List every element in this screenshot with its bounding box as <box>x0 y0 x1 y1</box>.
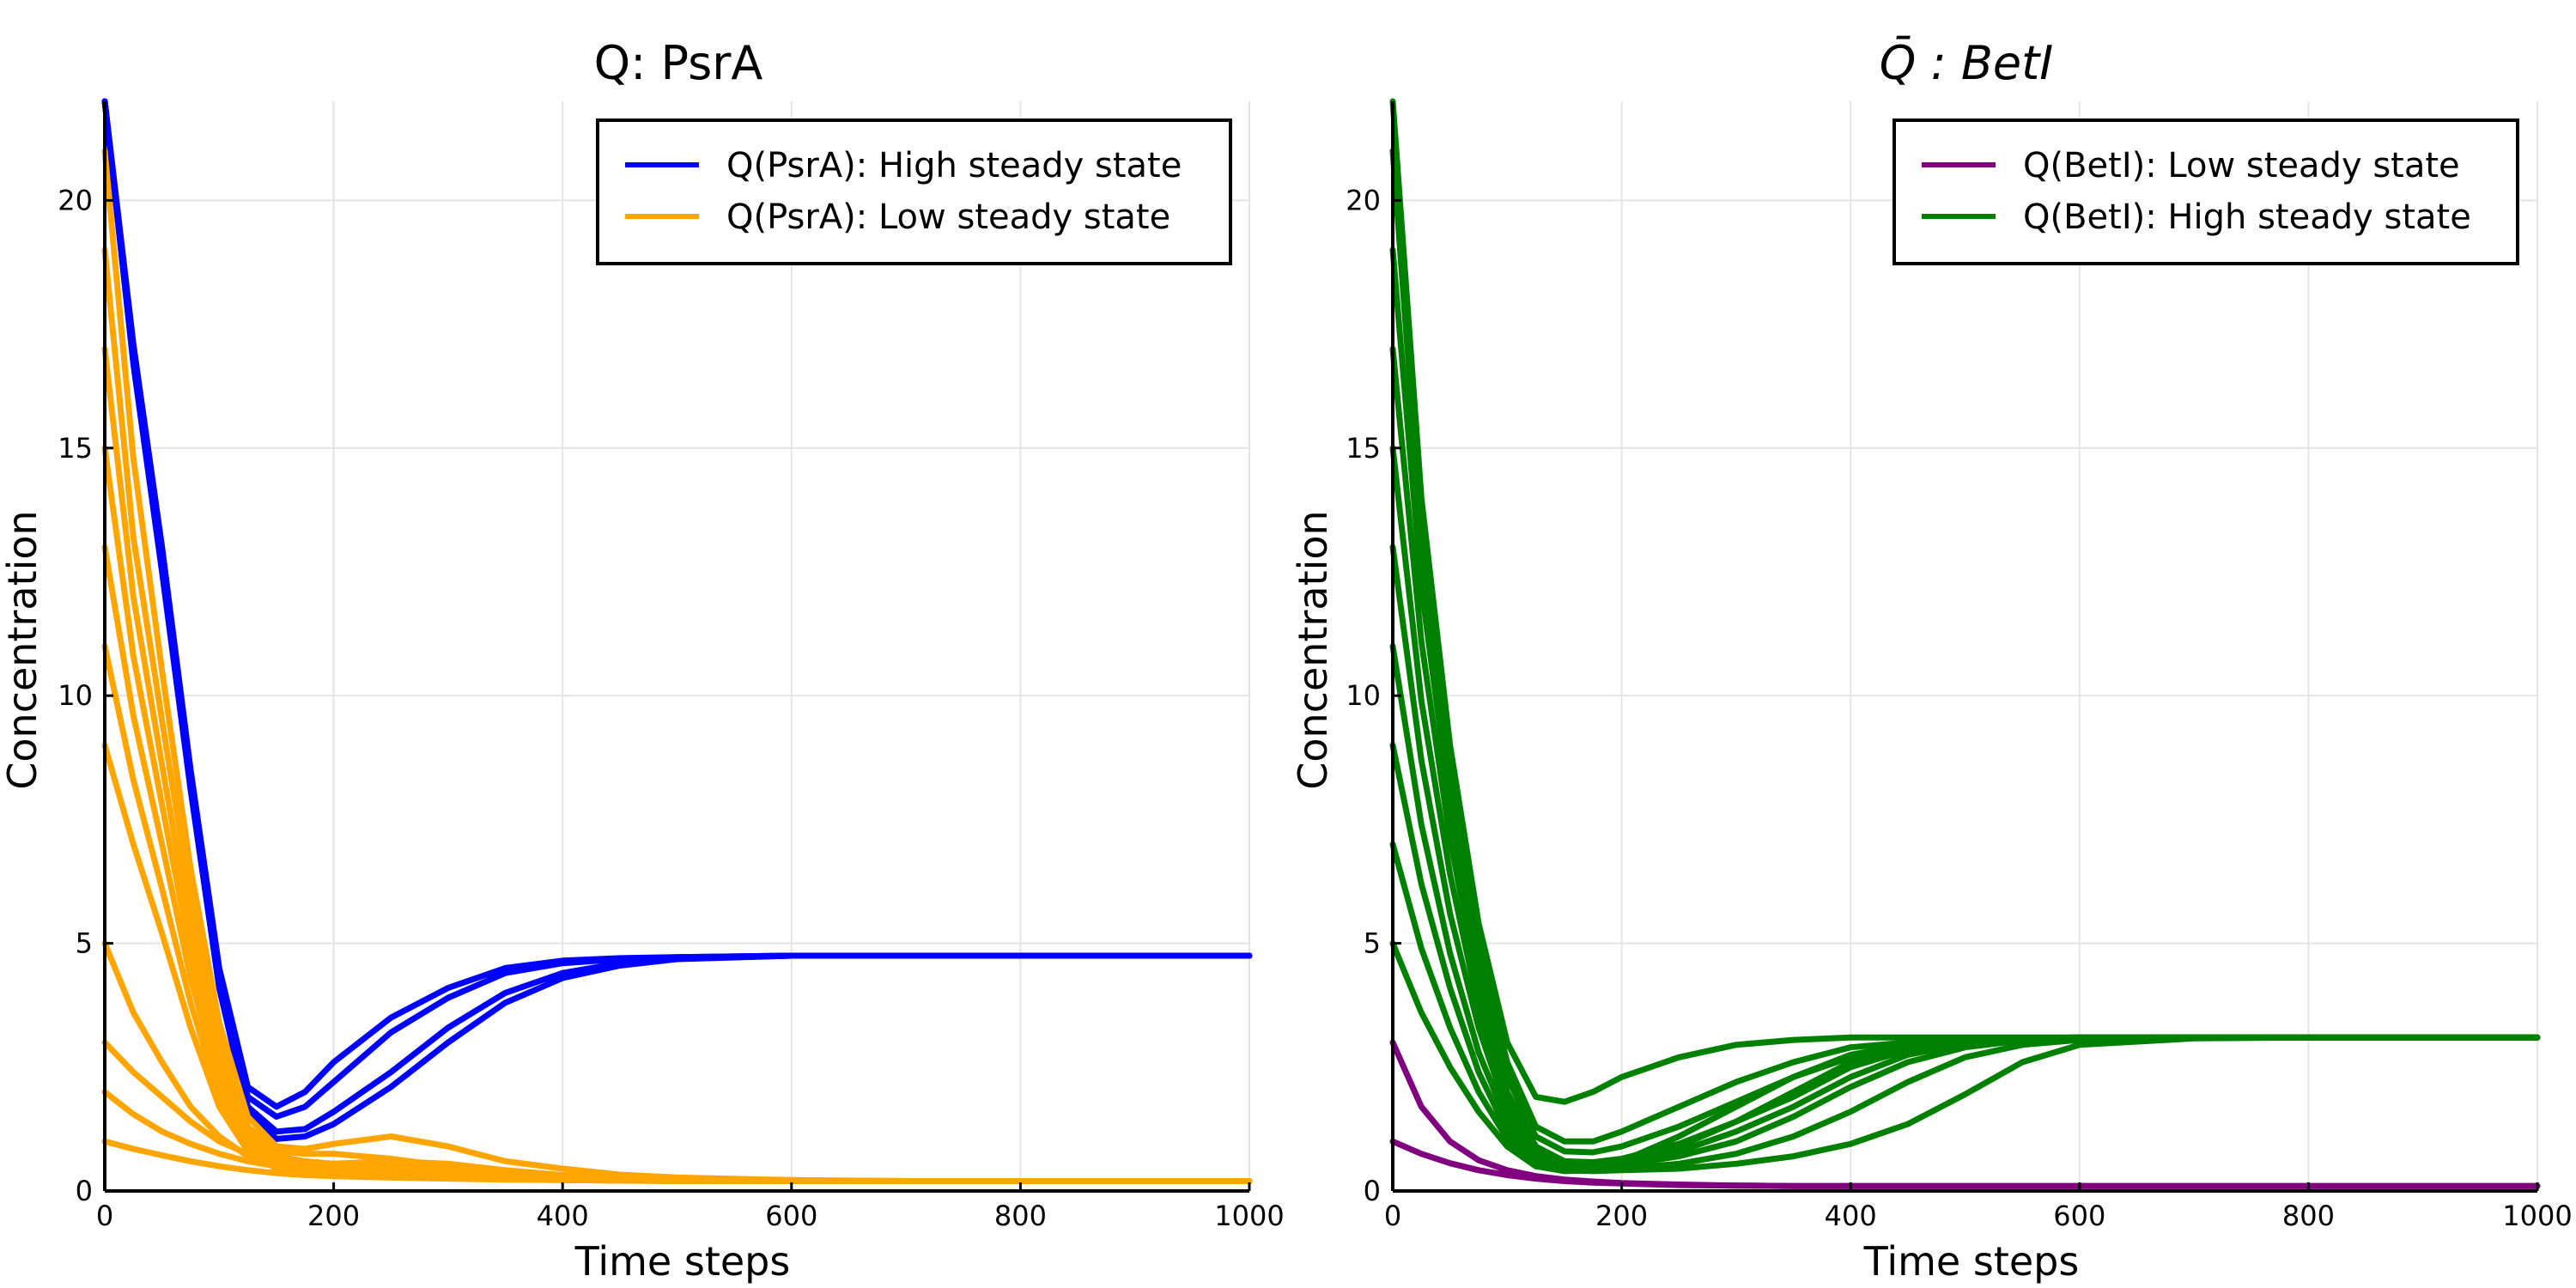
right-chart-y-tick-label: 10 <box>1346 679 1381 712</box>
right-chart-legend-label-low: Q(BetI): Low steady state <box>2023 146 2460 185</box>
right-chart-legend-label-high: Q(BetI): High steady state <box>2023 197 2471 237</box>
left-chart-panel: Q: PsrA Time steps Concentration 0 200 400… <box>0 36 1285 1285</box>
left-chart-y-tick-label: 15 <box>58 432 93 465</box>
right-chart-legend[interactable]: Q(BetI): Low steady state Q(BetI): High … <box>1893 118 2519 265</box>
left-chart-x-tick-label: 600 <box>765 1200 817 1232</box>
right-chart-axes <box>1391 101 2539 1193</box>
right-chart-y-axis-label: Concentration <box>1290 510 1336 789</box>
right-chart-y-tick-label: 0 <box>1364 1175 1381 1207</box>
left-chart-x-tick-label: 200 <box>307 1200 360 1232</box>
right-chart-x-tick-label: 1000 <box>2502 1200 2572 1232</box>
right-chart-panel: Q̄ : BetI Time steps Concentration 0 200 4… <box>1290 36 2573 1285</box>
right-chart-title: Q̄ : BetI <box>1880 36 2053 90</box>
left-chart-grid <box>105 101 1250 1191</box>
left-chart-tick-labels: 0 200 400 600 800 1000 0 5 10 15 20 <box>58 184 1284 1232</box>
left-chart-series-line-4 <box>101 98 1253 1142</box>
right-chart-tick-labels: 0 200 400 600 800 1000 0 5 10 15 20 <box>1346 184 2572 1232</box>
left-chart-axes <box>103 101 1251 1193</box>
left-chart-legend-label-low: Q(PsrA): Low steady state <box>726 197 1170 237</box>
left-chart-y-tick-label: 5 <box>76 927 93 960</box>
right-chart-x-tick-label: 200 <box>1595 1200 1648 1232</box>
right-chart-legend-box <box>1893 118 2519 265</box>
left-chart-legend-box <box>596 118 1232 265</box>
left-chart-legend-label-high: Q(PsrA): High steady state <box>726 146 1182 185</box>
right-chart-series-group <box>1389 98 2541 1189</box>
left-chart-legend[interactable]: Q(PsrA): High steady state Q(PsrA): Low … <box>596 118 1232 265</box>
left-chart-x-tick-label: 1000 <box>1214 1200 1284 1232</box>
left-chart-x-tick-label: 400 <box>537 1200 589 1232</box>
right-chart-y-tick-label: 15 <box>1346 432 1381 465</box>
left-chart-y-axis-label: Concentration <box>0 510 46 789</box>
left-chart-y-tick-label: 20 <box>58 184 93 216</box>
right-chart-x-tick-label: 400 <box>1825 1200 1877 1232</box>
left-chart-y-tick-label: 10 <box>58 679 93 712</box>
right-chart-y-tick-label: 5 <box>1364 927 1381 960</box>
right-chart-series-line-12 <box>1389 1138 2541 1189</box>
right-chart-x-tick-label: 800 <box>2282 1200 2335 1232</box>
left-chart-series-line-15 <box>101 1138 1253 1184</box>
left-chart-x-tick-label: 0 <box>96 1200 113 1232</box>
left-chart-x-tick-label: 800 <box>994 1200 1047 1232</box>
left-chart-title: Q: PsrA <box>594 36 763 90</box>
right-chart-y-tick-label: 20 <box>1346 184 1381 216</box>
right-chart-x-axis-label: Time steps <box>1863 1238 2080 1285</box>
right-chart-series-line-10 <box>1389 940 2541 1175</box>
left-chart-x-axis-label: Time steps <box>574 1238 791 1285</box>
right-chart-x-tick-label: 0 <box>1384 1200 1401 1232</box>
right-chart-x-tick-label: 600 <box>2053 1200 2105 1232</box>
left-chart-series-group <box>101 98 1253 1184</box>
left-chart-y-tick-label: 0 <box>76 1175 93 1207</box>
